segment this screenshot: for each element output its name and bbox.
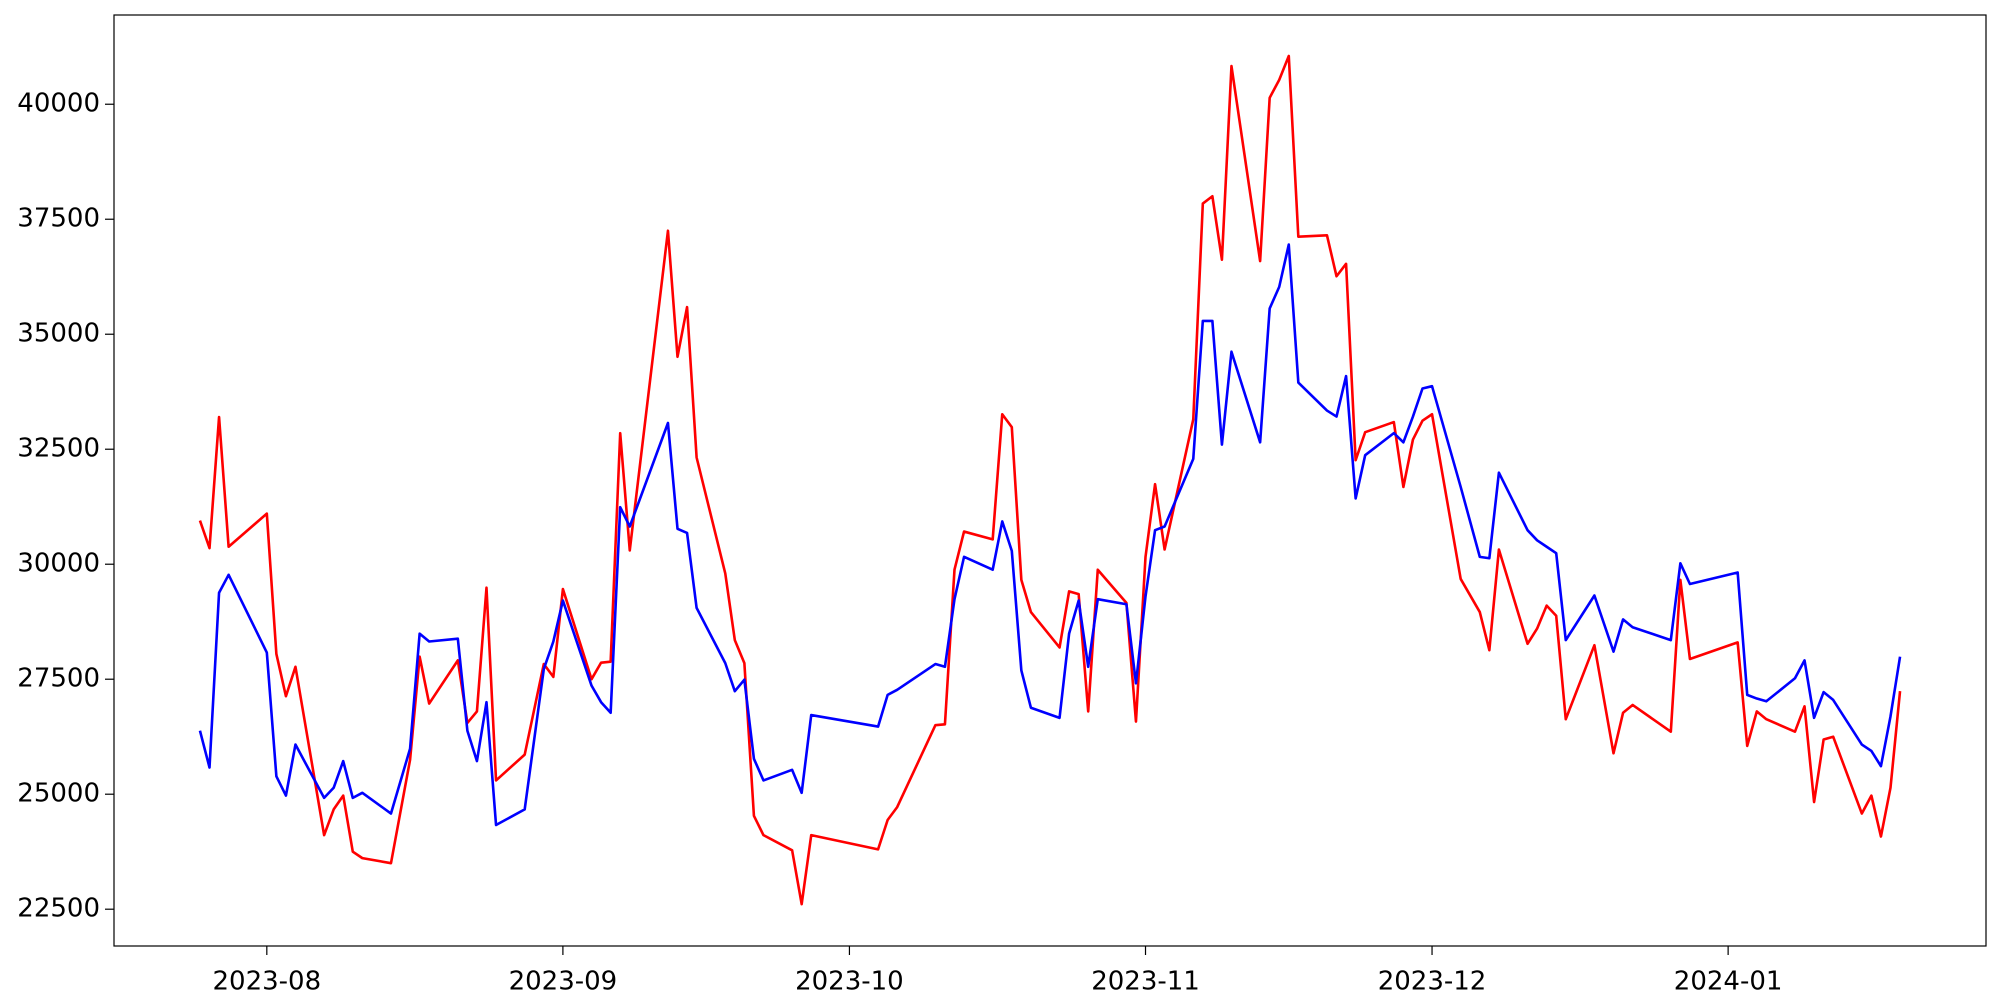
x-tick-label: 2023-10 bbox=[795, 967, 904, 997]
y-tick-label: 35000 bbox=[17, 319, 100, 349]
x-tick-label: 2024-01 bbox=[1674, 967, 1783, 997]
series-line bbox=[198, 243, 1902, 827]
y-tick-label: 30000 bbox=[17, 549, 100, 579]
y-tick-label: 27500 bbox=[17, 664, 100, 694]
y-tick-label: 37500 bbox=[17, 204, 100, 234]
x-tick-label: 2023-09 bbox=[509, 967, 618, 997]
x-tick-label: 2023-11 bbox=[1091, 967, 1200, 997]
series-line bbox=[198, 54, 1902, 906]
x-tick-label: 2023-12 bbox=[1378, 967, 1487, 997]
y-tick-label: 32500 bbox=[17, 434, 100, 464]
y-tick-label: 22500 bbox=[17, 894, 100, 924]
plot-frame bbox=[113, 14, 1987, 947]
y-tick-label: 40000 bbox=[17, 89, 100, 119]
y-tick-label: 25000 bbox=[17, 779, 100, 809]
x-tick-label: 2023-08 bbox=[212, 967, 321, 997]
